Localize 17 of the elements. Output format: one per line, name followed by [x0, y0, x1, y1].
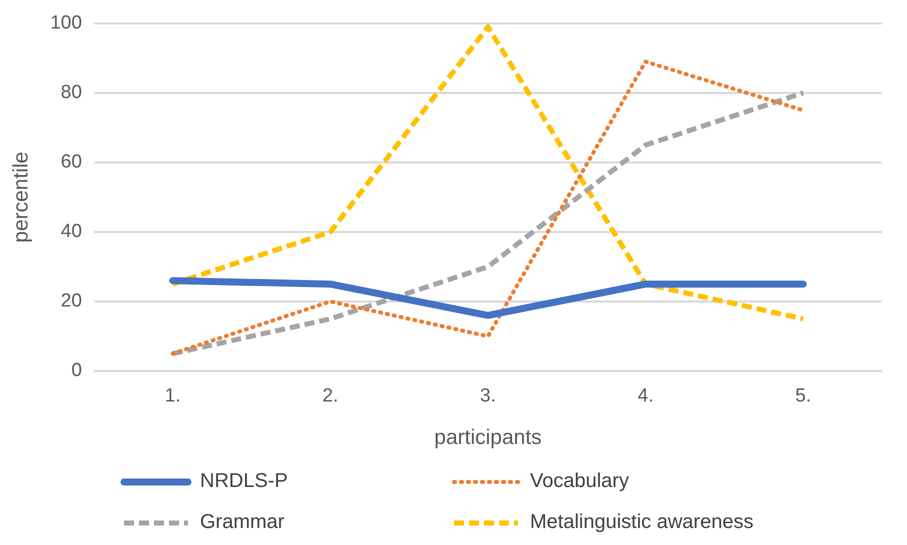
- x-tick-label: 1.: [164, 386, 181, 407]
- x-tick-label: 3.: [480, 386, 496, 407]
- y-axis-title: percentile: [9, 152, 32, 243]
- y-tick-label: 60: [60, 152, 82, 173]
- x-tick-label: 2.: [322, 386, 338, 407]
- x-tick-label: 4.: [638, 386, 654, 407]
- y-tick-label: 80: [60, 82, 82, 104]
- legend-label: NRDLS-P: [200, 470, 288, 493]
- legend-label: Metalinguistic awareness: [530, 511, 754, 534]
- x-tick-label: 5.: [795, 386, 812, 407]
- legend-label: Grammar: [200, 511, 284, 534]
- y-tick-label: 20: [60, 290, 82, 312]
- legend-label: Vocabulary: [530, 470, 629, 493]
- y-tick-label: 0: [71, 360, 82, 382]
- y-tick-label: 100: [50, 12, 82, 34]
- y-tick-label: 40: [60, 221, 82, 242]
- x-axis-title: participants: [434, 426, 542, 450]
